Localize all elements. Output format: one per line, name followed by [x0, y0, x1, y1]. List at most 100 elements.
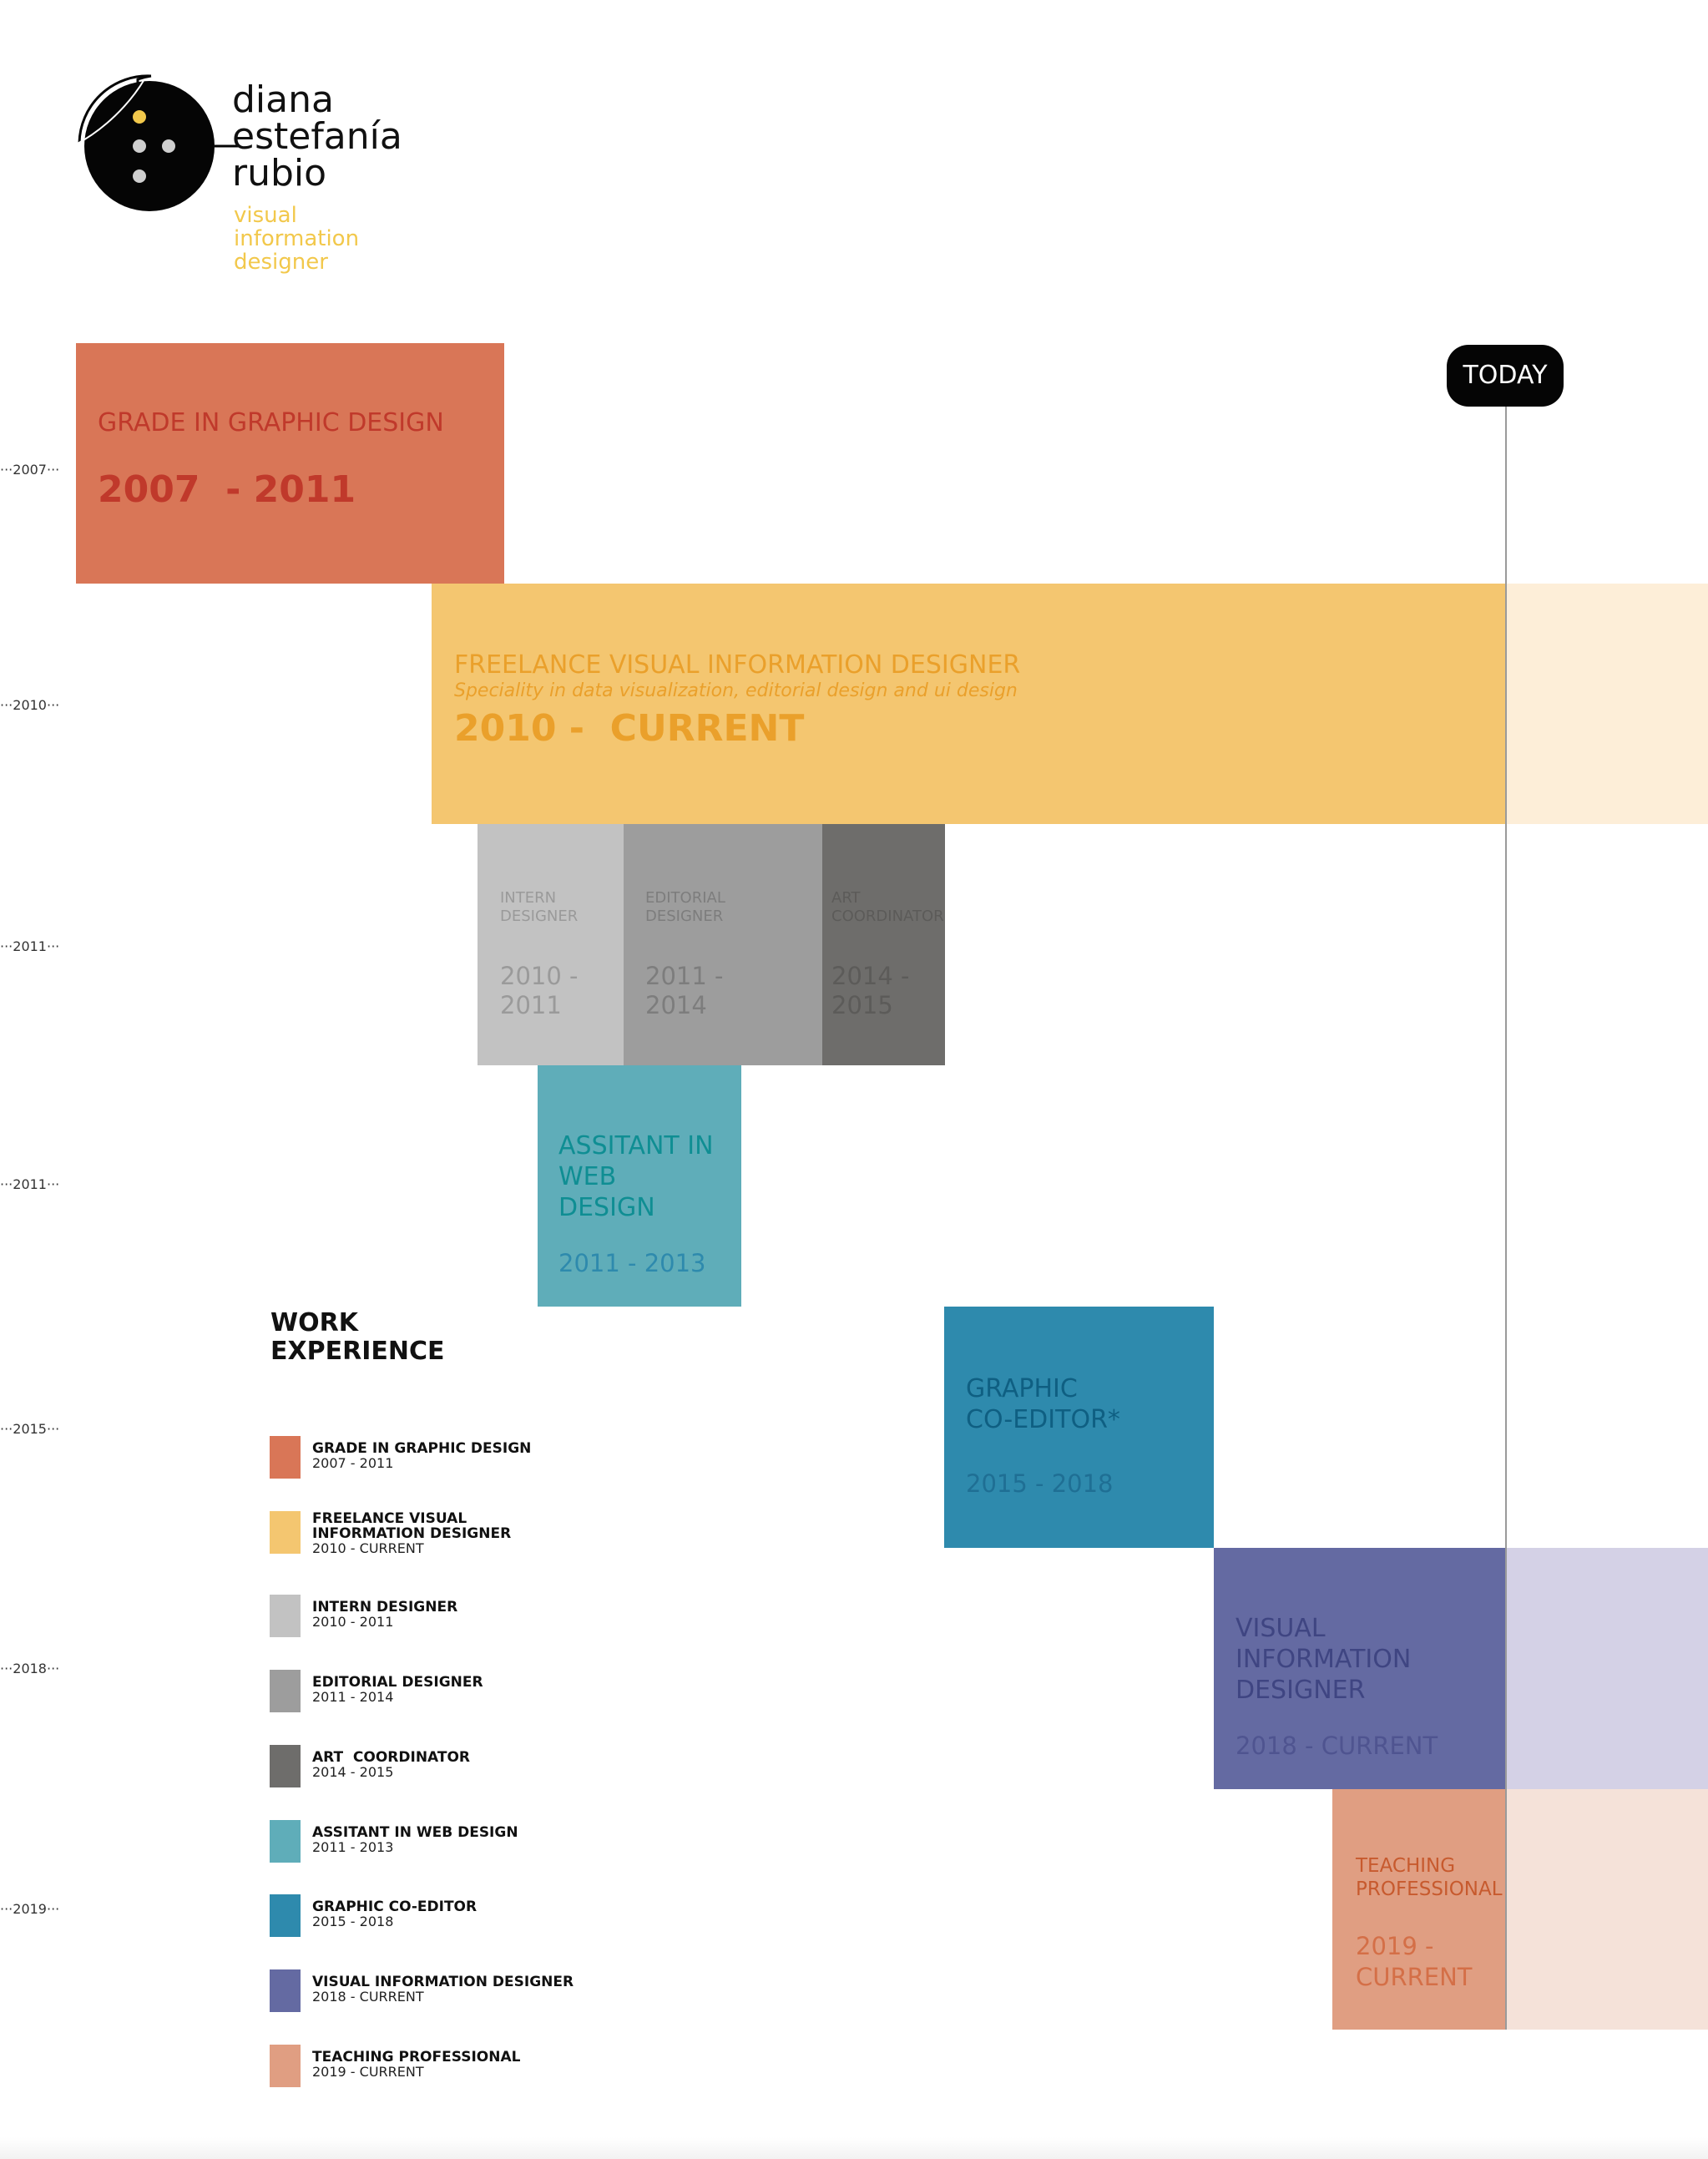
block-teaching-years-l2: CURRENT: [1356, 1963, 1473, 1991]
block-grade: GRADE IN GRAPHIC DESIGN 2007 - 2011: [76, 343, 504, 584]
block-editorial-title: EDITORIAL DESIGNER: [645, 889, 725, 925]
block-intern-years-l1: 2010 -: [500, 962, 579, 990]
block-teaching-title: TEACHING PROFESSIONAL: [1356, 1854, 1503, 1901]
block-teaching-title-l2: PROFESSIONAL: [1356, 1878, 1503, 1900]
legend-item-name-l2: INFORMATION DESIGNER: [312, 1525, 512, 1542]
legend-swatch: [270, 2045, 301, 2087]
legend-heading-l1: WORK: [270, 1308, 358, 1337]
legend-item-name: INTERN DESIGNER: [312, 1599, 458, 1615]
year-marker: ···2011···: [0, 938, 60, 954]
block-art-years-l1: 2014 -: [831, 962, 910, 990]
block-grade-title: GRADE IN GRAPHIC DESIGN: [98, 408, 444, 437]
block-art-years-l2: 2015: [831, 990, 893, 1019]
block-visual-years: 2018 - CURRENT: [1236, 1732, 1438, 1760]
block-coeditor-years: 2015 - 2018: [966, 1469, 1114, 1498]
block-editorial: EDITORIAL DESIGNER 2011 - 2014: [624, 824, 822, 1065]
block-visual: VISUAL INFORMATION DESIGNER 2018 - CURRE…: [1214, 1548, 1506, 1789]
brand-role: visual information designer: [234, 204, 359, 274]
legend-item-text: INTERN DESIGNER 2010 - 2011: [312, 1600, 629, 1630]
block-teaching-title-l1: TEACHING: [1356, 1855, 1456, 1877]
block-editorial-years-l1: 2011 -: [645, 962, 724, 990]
block-coeditor-title-l2: CO-EDITOR*: [966, 1405, 1120, 1434]
legend-item-text: ART COORDINATOR 2014 - 2015: [312, 1750, 629, 1780]
year-marker: ···2010···: [0, 697, 60, 713]
brand-name-line1: diana: [232, 78, 334, 121]
block-freelance-title: FREELANCE VISUAL INFORMATION DESIGNER: [454, 650, 1021, 680]
brand-role-line3: designer: [234, 250, 328, 275]
legend-item-name: ART COORDINATOR: [312, 1749, 471, 1766]
block-freelance-subtitle: Speciality in data visualization, editor…: [454, 680, 1018, 701]
block-coeditor-title-l1: GRAPHIC: [966, 1374, 1078, 1403]
block-web-years: 2011 - 2013: [558, 1249, 706, 1277]
block-web: ASSITANT IN WEB DESIGN 2011 - 2013: [538, 1065, 741, 1307]
legend-item-name: VISUAL INFORMATION DESIGNER: [312, 1974, 574, 1990]
block-freelance-years: 2010 - CURRENT: [454, 707, 805, 750]
block-coeditor: GRAPHIC CO-EDITOR* 2015 - 2018: [944, 1307, 1214, 1548]
legend-swatch: [270, 1894, 301, 1937]
block-visual-title-l3: DESIGNER: [1236, 1676, 1366, 1705]
block-editorial-years-l2: 2014: [645, 990, 707, 1019]
legend-swatch: [270, 1745, 301, 1787]
block-web-title-l1: ASSITANT IN: [558, 1131, 714, 1160]
block-intern-years-l2: 2011: [500, 990, 562, 1019]
legend-item-name: ASSITANT IN WEB DESIGN: [312, 1824, 518, 1841]
block-intern-title-l2: DESIGNER: [500, 907, 579, 925]
today-line: [1505, 406, 1507, 2030]
block-art-title-l2: COORDINATOR: [831, 907, 944, 925]
block-visual-title-l1: VISUAL: [1236, 1614, 1326, 1643]
brand-name-line3: rubio: [232, 152, 327, 195]
block-teaching-extension: [1506, 1789, 1708, 2030]
block-editorial-years: 2011 - 2014: [645, 962, 724, 1020]
legend-item-name: GRAPHIC CO-EDITOR: [312, 1899, 478, 1915]
today-label: TODAY: [1463, 361, 1548, 390]
block-editorial-title-l1: EDITORIAL: [645, 889, 725, 907]
block-teaching-years: 2019 - CURRENT: [1356, 1931, 1473, 1993]
block-intern-title: INTERN DESIGNER: [500, 889, 578, 925]
block-freelance: FREELANCE VISUAL INFORMATION DESIGNER Sp…: [432, 584, 1506, 824]
block-art-title-l1: ART: [831, 889, 861, 907]
block-intern-title-l1: INTERN: [500, 889, 557, 907]
block-teaching-years-l1: 2019 -: [1356, 1932, 1434, 1960]
legend-heading-l2: EXPERIENCE: [270, 1337, 445, 1366]
legend-item-years: 2010 - 2011: [312, 1614, 394, 1630]
block-teaching: TEACHING PROFESSIONAL 2019 - CURRENT: [1332, 1789, 1506, 2030]
legend-item-text: GRADE IN GRAPHIC DESIGN 2007 - 2011: [312, 1441, 629, 1471]
legend-swatch: [270, 1670, 301, 1712]
block-freelance-extension: [1506, 584, 1708, 824]
logo-mark: [75, 74, 238, 211]
legend-item-text: FREELANCE VISUAL INFORMATION DESIGNER 20…: [312, 1511, 629, 1556]
legend-swatch: [270, 1820, 301, 1863]
block-intern-years: 2010 - 2011: [500, 962, 579, 1020]
legend-item-years: 2011 - 2014: [312, 1689, 394, 1705]
legend-item-name: GRADE IN GRAPHIC DESIGN: [312, 1440, 532, 1457]
bottom-fade: [0, 2137, 1708, 2159]
block-web-title-l2: WEB: [558, 1162, 617, 1191]
block-web-title-l3: DESIGN: [558, 1193, 655, 1222]
legend-item-years: 2007 - 2011: [312, 1455, 394, 1471]
year-marker: ···2007···: [0, 462, 60, 478]
brand-name-line2: estefanía: [232, 115, 402, 158]
block-visual-title-l2: INFORMATION: [1236, 1645, 1412, 1674]
legend-swatch: [270, 1436, 301, 1479]
legend-swatch: [270, 1969, 301, 2012]
legend-item-years: 2019 - CURRENT: [312, 2064, 424, 2080]
year-marker: ···2011···: [0, 1176, 60, 1192]
block-art-years: 2014 - 2015: [831, 962, 910, 1020]
legend-item-years: 2015 - 2018: [312, 1914, 394, 1929]
brand-role-line2: information: [234, 226, 360, 251]
block-visual-title: VISUAL INFORMATION DESIGNER: [1236, 1613, 1411, 1706]
legend-item-years: 2014 - 2015: [312, 1764, 394, 1780]
legend-item-years: 2011 - 2013: [312, 1839, 394, 1855]
block-editorial-title-l2: DESIGNER: [645, 907, 724, 925]
block-art: ART COORDINATOR 2014 - 2015: [822, 824, 945, 1065]
block-grade-years: 2007 - 2011: [98, 468, 356, 511]
year-marker: ···2015···: [0, 1421, 60, 1437]
today-badge: TODAY: [1447, 345, 1564, 407]
legend-item-name: TEACHING PROFESSIONAL: [312, 2049, 521, 2065]
block-web-title: ASSITANT IN WEB DESIGN: [558, 1130, 714, 1223]
legend-item-text: VISUAL INFORMATION DESIGNER 2018 - CURRE…: [312, 1974, 629, 2005]
year-marker: ···2018···: [0, 1661, 60, 1676]
block-visual-extension: [1506, 1548, 1708, 1789]
legend-swatch: [270, 1595, 301, 1637]
legend-heading: WORK EXPERIENCE: [270, 1309, 444, 1366]
